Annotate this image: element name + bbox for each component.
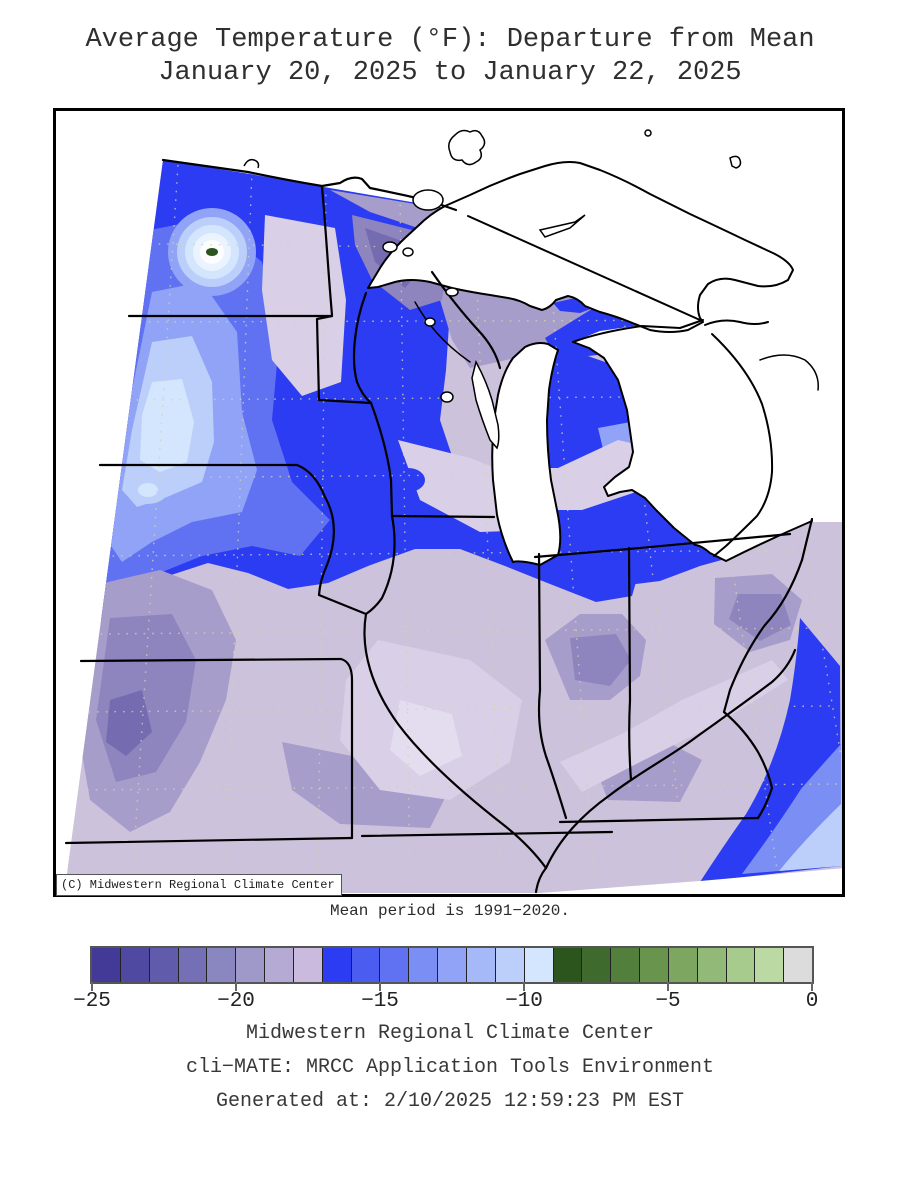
- colorbar-cell: [293, 948, 323, 982]
- small-lakes: [243, 129, 742, 403]
- border-il-in: [537, 552, 568, 820]
- colorbar-cell: [755, 948, 785, 982]
- map-title-line2: January 20, 2025 to January 22, 2025: [158, 58, 742, 88]
- colorbar-cell: [582, 948, 612, 982]
- border-wi-mi: [430, 270, 502, 370]
- colorbar-cell: [524, 948, 554, 982]
- border-mn-wi: [352, 291, 373, 405]
- border-ne-ia: [317, 495, 335, 597]
- canada-islands: [448, 129, 486, 166]
- border-nd-mn: [320, 185, 334, 317]
- colorbar-cell: [236, 948, 266, 982]
- border-oh-wv: [722, 558, 804, 714]
- colorbar-cells: [90, 946, 814, 984]
- border-ky-tn: [558, 816, 760, 824]
- border-mo-ar: [360, 830, 614, 838]
- colorbar-cell: [92, 948, 121, 982]
- border-wi-il: [390, 514, 496, 519]
- colorbar-cell: [495, 948, 525, 982]
- border-ks-mo: [339, 657, 354, 840]
- colorbar-cell: [438, 948, 467, 982]
- footer-app-name: cli−MATE: MRCC Application Tools Environ…: [185, 1056, 715, 1079]
- lake-huron-erie-canada: [573, 318, 845, 562]
- lake-of-the-woods: [412, 189, 444, 211]
- border-us-canada-west: [161, 158, 458, 212]
- border-ia-mo: [317, 593, 368, 616]
- border-mn-ia: [317, 398, 373, 405]
- border-in-oh: [627, 546, 633, 782]
- us-canada-border-superior: [467, 215, 701, 321]
- map-frame: [53, 108, 845, 897]
- colorbar-tick-label: −10: [505, 990, 543, 1013]
- copyright-box: (C) Midwestern Regional Climate Center: [56, 874, 342, 896]
- colorbar-cell: [466, 948, 496, 982]
- border-ia-il: [364, 514, 396, 616]
- shorelines: [414, 215, 819, 562]
- border-ia-wi: [369, 401, 394, 518]
- lake-superior: [367, 161, 794, 333]
- colorbar-cell: [207, 948, 237, 982]
- colorbar-cell: [640, 948, 669, 982]
- border-mi-in-oh: [533, 532, 792, 559]
- state-borders: [64, 158, 814, 894]
- border-ohio-river: [544, 648, 797, 870]
- footer-org-name: Midwestern Regional Climate Center: [245, 1022, 655, 1045]
- border-ks-ok: [64, 836, 354, 845]
- colorbar-tick-label: 0: [805, 990, 819, 1013]
- hotspot-center-marker: [206, 248, 218, 256]
- colorbar-cell: [611, 948, 641, 982]
- hotspot-rings: [168, 208, 256, 296]
- temperature-departure-map: [53, 108, 845, 897]
- colorbar-cell: [351, 948, 381, 982]
- map-border-frame: [53, 108, 845, 897]
- colorbar-cell: [322, 948, 352, 982]
- colorbar-cell: [265, 948, 294, 982]
- colorbar-cell: [178, 948, 208, 982]
- border-mn-sd: [315, 314, 334, 402]
- copyright-text: (C) Midwestern Regional Climate Center: [61, 878, 335, 892]
- colorbar-cell: [553, 948, 583, 982]
- colorbar-tick-label: −20: [217, 990, 255, 1013]
- colorbar-cell: [668, 948, 698, 982]
- border-mo-il: [363, 612, 548, 870]
- colorbar-cell: [149, 948, 179, 982]
- border-mo-ky: [534, 866, 548, 894]
- green-bay: [471, 359, 500, 450]
- colorbar-cell: [726, 948, 756, 982]
- lake-michigan: [491, 342, 562, 566]
- colorbar-tick-label: −5: [655, 990, 681, 1013]
- isle-royale: [538, 214, 586, 238]
- colorbar-cell: [784, 948, 813, 982]
- colorbar-cell: [409, 948, 439, 982]
- border-ky-wv-va: [722, 710, 774, 820]
- us-canada-border-huron: [711, 333, 774, 557]
- border-sd-ne: [98, 463, 327, 499]
- colorbar-cell: [697, 948, 727, 982]
- border-ne-ks: [79, 657, 343, 663]
- mean-period-note: Mean period is 1991−2020.: [329, 902, 571, 920]
- colorbar-cell: [120, 948, 150, 982]
- colorbar-tick-label: −25: [73, 990, 111, 1013]
- colorbar-cell: [380, 948, 410, 982]
- colorbar-tick-label: −15: [361, 990, 399, 1013]
- footer-generated-at: Generated at: 2/10/2025 12:59:23 PM EST: [215, 1090, 685, 1113]
- map-title-line1: Average Temperature (°F): Departure from…: [85, 25, 815, 55]
- border-oh-pa: [800, 517, 814, 562]
